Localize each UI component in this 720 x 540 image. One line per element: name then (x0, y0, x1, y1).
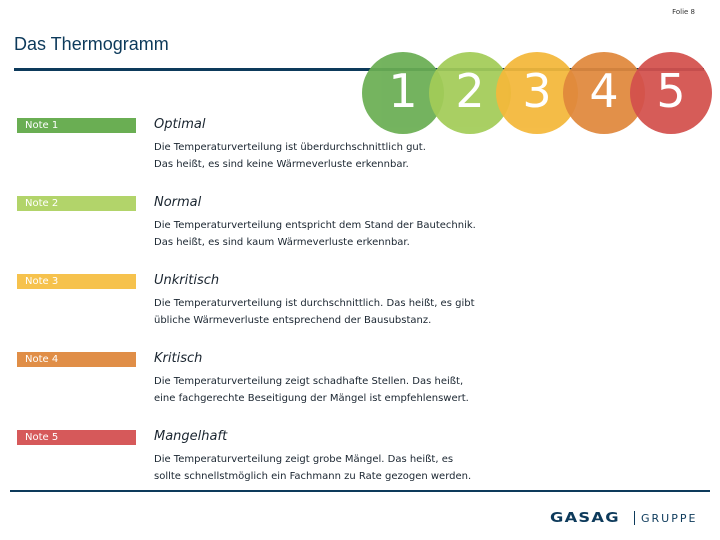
grade-title: Optimal (154, 117, 206, 132)
scale-circle-label: 3 (522, 64, 552, 118)
grade-badge: Note 5 (17, 430, 136, 445)
description-line: sollte schnellstmöglich ein Fachmann zu … (154, 471, 472, 482)
slide-number: Folie 8 (672, 8, 695, 16)
scale-circle-label: 4 (589, 64, 619, 118)
logo-group: GRUPPE (641, 511, 698, 525)
scale-circle-5: 5 (630, 52, 712, 134)
page-title: Das Thermogramm (14, 34, 169, 54)
description-line: Die Temperaturverteilung ist überdurchsc… (154, 142, 426, 153)
scale-circle-label: 1 (388, 64, 418, 118)
grade-scale-circles: 1 2 3 4 5 (362, 52, 712, 136)
logo-separator (634, 511, 635, 525)
grade-title: Kritisch (154, 351, 203, 366)
description-line: Die Temperaturverteilung zeigt grobe Män… (154, 454, 454, 465)
title-divider (14, 68, 704, 71)
description-line: Das heißt, es sind kaum Wärmeverluste er… (154, 237, 410, 248)
description-line: Die Temperaturverteilung entspricht dem … (154, 220, 476, 231)
grade-description: Die Temperaturverteilung ist überdurchsc… (154, 139, 426, 173)
scale-circle-label: 5 (656, 64, 686, 118)
grade-badge: Note 4 (17, 352, 136, 367)
grade-description: Die Temperaturverteilung entspricht dem … (154, 217, 476, 251)
scale-circle-4: 4 (563, 52, 645, 134)
logo-brand: GASAG (550, 510, 620, 526)
description-line: Die Temperaturverteilung zeigt schadhaft… (154, 376, 464, 387)
description-line: eine fachgerechte Beseitigung der Mängel… (154, 393, 469, 404)
grade-title: Unkritisch (154, 273, 220, 288)
grade-description: Die Temperaturverteilung zeigt schadhaft… (154, 373, 469, 407)
footer-divider (10, 490, 710, 492)
grade-title: Normal (154, 195, 202, 210)
grade-badge: Note 3 (17, 274, 136, 289)
scale-circle-label: 2 (455, 64, 485, 118)
grade-badge: Note 1 (17, 118, 136, 133)
scale-circle-1: 1 (362, 52, 444, 134)
grade-title: Mangelhaft (154, 429, 228, 444)
description-line: Die Temperaturverteilung ist durchschnit… (154, 298, 475, 309)
grade-description: Die Temperaturverteilung ist durchschnit… (154, 295, 475, 329)
grade-description: Die Temperaturverteilung zeigt grobe Män… (154, 451, 471, 485)
description-line: übliche Wärmeverluste entsprechend der B… (154, 315, 432, 326)
grade-badge: Note 2 (17, 196, 136, 211)
company-logo: GASAG GRUPPE (550, 510, 697, 526)
description-line: Das heißt, es sind keine Wärmeverluste e… (154, 159, 409, 170)
